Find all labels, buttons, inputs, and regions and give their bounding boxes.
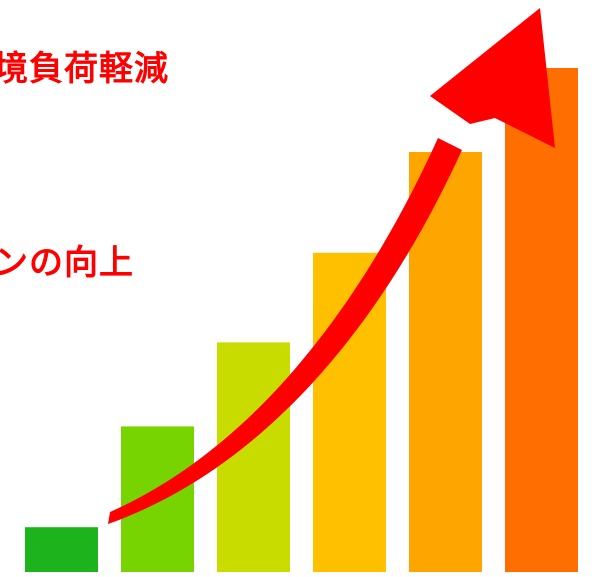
rising-trend-arrow-icon — [108, 8, 555, 524]
bar-6 — [505, 68, 578, 572]
bar-group — [25, 68, 578, 573]
caption-improvement: ンの向上 — [0, 243, 134, 283]
arrow-shaft — [108, 138, 462, 524]
bar-1 — [25, 527, 98, 572]
caption-environment-load-reduction: 境負荷軽減 — [0, 49, 169, 89]
arrow-head — [430, 8, 555, 148]
